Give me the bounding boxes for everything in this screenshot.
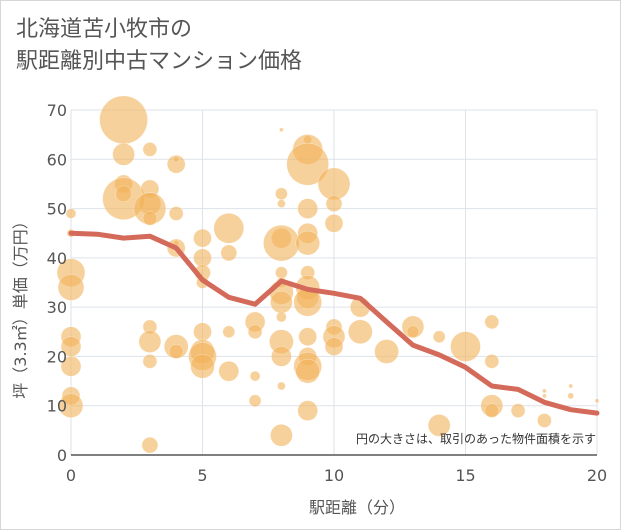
x-tick-labels: 0 5 10 15 20 [66,466,607,485]
x-tick-label: 5 [197,466,207,485]
data-bubble [297,400,318,421]
x-axis-label: 駅距離（分） [309,498,405,517]
data-bubble [99,95,148,145]
data-bubble [286,142,329,186]
data-bubble [57,274,85,301]
data-bubble [317,167,351,201]
data-bubble [510,403,526,418]
data-bubble [271,346,292,367]
data-bubble [275,187,288,201]
data-bubble [248,394,262,408]
data-bubble [270,290,293,314]
data-bubble [374,339,399,364]
y-axis-label: 坪（3.3㎡）単価（万円） [11,213,30,398]
data-bubble [190,354,215,379]
data-bubble [348,319,373,345]
data-bubble [270,424,293,447]
data-bubble [65,208,77,219]
data-bubble [295,230,320,256]
data-bubble [247,324,263,340]
data-bubble [450,331,481,362]
data-bubble [298,327,317,346]
data-bubble [141,436,159,454]
data-bubble [324,214,344,233]
data-bubble [277,199,286,208]
data-bubble [193,228,212,248]
title-line-1: 北海道苫小牧市の [16,17,193,42]
data-bubble [276,311,287,323]
x-tick-label: 10 [324,466,344,485]
y-tick-label: 50 [47,200,67,219]
data-bubble [542,388,547,394]
data-bubble [213,213,245,244]
data-bubble [567,392,574,400]
data-bubble [537,413,552,428]
y-tick-label: 10 [47,397,67,416]
data-bubble [295,358,320,384]
data-bubble [142,211,158,226]
data-bubble [406,325,420,339]
data-bubble [277,381,286,391]
data-bubble [166,154,186,174]
data-bubble [279,127,284,132]
data-bubble [484,314,500,330]
data-bubble [484,354,500,369]
bubble-layer [56,95,600,454]
y-tick-labels: 0 10 20 30 40 50 60 70 [47,101,67,465]
data-bubble [138,330,162,353]
x-tick-label: 20 [587,466,607,485]
x-tick-label: 0 [66,466,76,485]
y-tick-label: 30 [47,298,67,317]
data-bubble [568,383,573,389]
y-tick-label: 60 [47,150,67,169]
data-bubble [325,195,343,212]
title-line-2: 駅距離別中古マンション価格 [16,49,303,74]
data-bubble [168,344,184,359]
data-bubble [172,156,180,163]
y-tick-label: 70 [47,101,67,120]
data-bubble [112,143,135,166]
data-bubble [220,244,238,262]
data-bubble [193,248,212,268]
average-price-line [68,230,600,416]
data-bubble [142,354,158,369]
data-bubble [60,356,82,377]
grid-lines [70,109,598,456]
data-bubble [193,322,212,342]
data-bubble [58,393,84,418]
y-tick-label: 40 [47,249,67,268]
data-bubble [168,206,184,221]
y-tick-label: 0 [57,446,67,465]
data-bubble [222,325,236,339]
data-bubble [484,403,500,418]
data-bubble [432,330,446,343]
chart-title: 北海道苫小牧市の 駅距離別中古マンション価格 [16,14,302,78]
size-legend-note: 円の大きさは、取引のあった物件面積を示す [356,431,596,446]
trend-line-layer [68,230,600,416]
data-bubble [249,370,261,382]
x-tick-label: 15 [455,466,475,485]
data-bubble [142,142,158,157]
data-bubble [594,398,600,404]
data-bubble [297,198,318,219]
data-bubble [324,337,344,356]
data-bubble [542,393,547,399]
data-bubble [263,224,300,262]
data-bubble [427,414,451,437]
y-tick-label: 20 [47,347,67,366]
data-bubble [115,185,132,203]
data-bubble [275,266,288,279]
data-bubble [218,360,240,382]
